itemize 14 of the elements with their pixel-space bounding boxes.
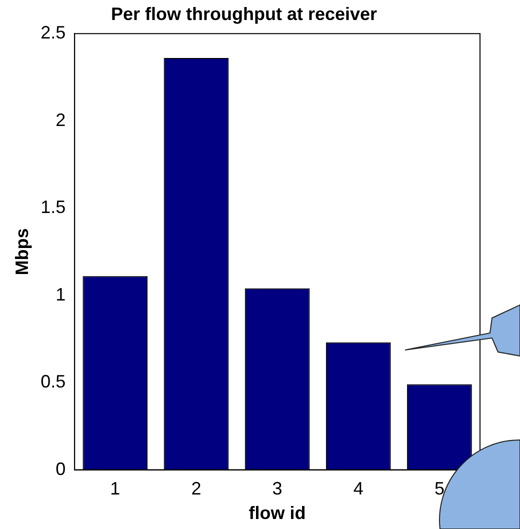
x-tick-label: 2 [191, 478, 202, 499]
y-tick-label: 2 [56, 110, 66, 130]
y-axis-title: Mbps [12, 228, 32, 276]
y-tick-label: 2.5 [40, 22, 66, 43]
x-tick-label: 5 [434, 478, 444, 499]
y-tick-label: 1 [56, 284, 66, 304]
y-tick-label: 1.5 [40, 197, 66, 218]
x-tick-label: 1 [110, 478, 120, 499]
x-tick-label: 3 [272, 478, 282, 499]
x-tick-label: 4 [353, 478, 364, 499]
x-axis-title: flow id [248, 503, 306, 524]
y-tick-label: 0.5 [40, 372, 66, 392]
chart-title: Per flow throughput at receiver [110, 4, 378, 24]
y-tick-label: 0 [56, 458, 66, 479]
